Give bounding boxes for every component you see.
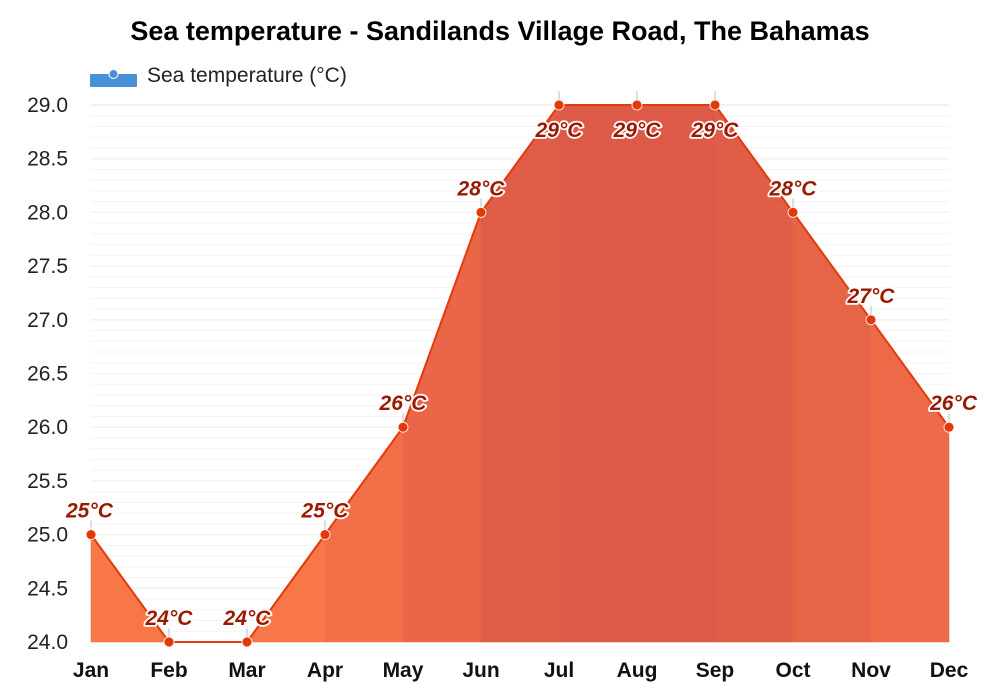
x-tick-label-feb: Feb <box>150 659 187 682</box>
data-point-jul[interactable] <box>553 99 565 111</box>
data-label-nov: 27°C <box>847 285 896 308</box>
data-label-oct: 28°C <box>769 177 818 200</box>
data-point-jun[interactable] <box>475 206 487 218</box>
data-label-sep: 29°C <box>691 119 740 142</box>
x-tick-label-mar: Mar <box>228 659 265 682</box>
x-tick-label-sep: Sep <box>696 659 735 682</box>
y-tick-label: 28.5 <box>27 148 68 171</box>
data-point-may[interactable] <box>397 421 409 433</box>
data-point-jan[interactable] <box>85 529 97 540</box>
data-label-jun: 28°C <box>457 177 506 200</box>
y-tick-label: 26.0 <box>27 416 68 439</box>
series-line <box>90 104 950 643</box>
x-tick-label-dec: Dec <box>930 659 969 682</box>
y-tick-label: 27.0 <box>27 309 68 332</box>
data-point-aug[interactable] <box>631 99 643 111</box>
area-segment-nov <box>870 318 950 643</box>
data-label-jul: 29°C <box>535 119 584 142</box>
y-axis: 24.0 24.5 25.0 25.5 26.0 26.5 27.0 27.5 28.0 28.5… <box>27 94 68 654</box>
data-point-oct[interactable] <box>787 206 799 218</box>
y-tick-label: 24.0 <box>27 631 68 654</box>
data-label-apr: 25°C <box>301 500 350 523</box>
legend[interactable]: Sea temperature (°C) <box>90 64 347 87</box>
data-label-feb: 24°C <box>145 607 194 630</box>
y-tick-label: 25.5 <box>27 470 68 493</box>
y-tick-label: 26.5 <box>27 363 68 386</box>
x-tick-label-jul: Jul <box>544 659 574 682</box>
y-tick-label: 24.5 <box>27 577 68 600</box>
data-labels: 25°C 24°C 24°C 25°C 26°C 28°C 29°C 29°C 29°C 28°C… <box>63 117 979 632</box>
data-point-apr[interactable] <box>319 529 331 540</box>
y-tick-label: 28.0 <box>27 201 68 224</box>
x-tick-label-may: May <box>383 659 424 682</box>
x-axis: Jan Feb Mar Apr May Jun Jul Aug Sep Oct Nov Dec <box>73 659 969 682</box>
data-point-sep[interactable] <box>709 99 721 111</box>
data-point-mar[interactable] <box>241 636 253 648</box>
data-label-jan: 25°C <box>65 500 114 523</box>
x-tick-label-nov: Nov <box>851 659 891 682</box>
data-points <box>85 91 955 648</box>
data-point-dec[interactable] <box>943 421 955 433</box>
area-segment-aug <box>636 104 716 643</box>
y-tick-label: 29.0 <box>27 94 68 117</box>
temperature-area <box>90 104 950 643</box>
legend-swatch <box>90 69 137 87</box>
data-point-nov[interactable] <box>865 314 877 326</box>
data-label-dec: 26°C <box>929 392 978 415</box>
data-label-mar: 24°C <box>223 607 272 630</box>
y-tick-label: 27.5 <box>27 255 68 278</box>
data-label-aug: 29°C <box>613 119 662 142</box>
legend-label: Sea temperature (°C) <box>147 64 347 87</box>
x-tick-label-jan: Jan <box>73 659 109 682</box>
x-tick-label-oct: Oct <box>775 659 810 682</box>
y-tick-label: 25.0 <box>27 524 68 547</box>
data-point-feb[interactable] <box>163 636 175 648</box>
x-tick-label-aug: Aug <box>617 659 658 682</box>
x-tick-label-jun: Jun <box>462 659 499 682</box>
chart-title: Sea temperature - Sandilands Village Roa… <box>130 16 869 46</box>
data-label-may: 26°C <box>379 392 428 415</box>
temperature-line <box>90 104 950 643</box>
x-tick-label-apr: Apr <box>307 659 343 682</box>
area-segment-jul <box>558 104 638 643</box>
